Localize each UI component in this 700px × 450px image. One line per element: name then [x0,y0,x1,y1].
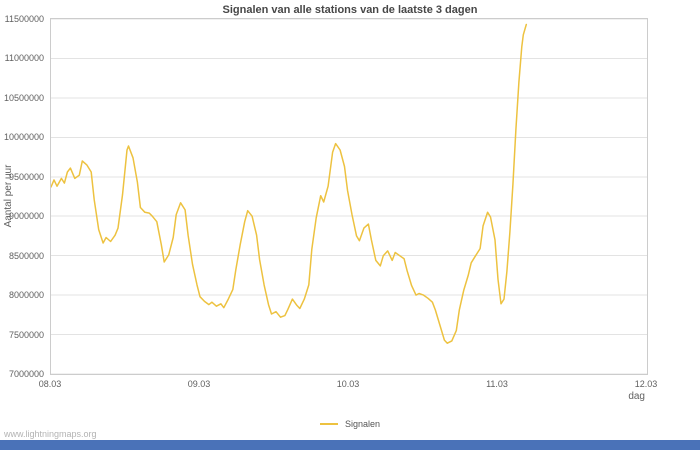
y-tick-label: 9500000 [8,171,44,182]
x-tick-label: 11.03 [486,379,508,389]
x-tick-label: 10.03 [336,379,360,389]
legend-label: Signalen [344,419,381,429]
x-axis-label: dag [628,391,645,402]
y-tick-label: 11500000 [4,14,44,24]
x-tick-label: 09.03 [187,379,211,389]
y-tick-label: 10000000 [3,132,44,143]
y-tick-label: 9000000 [8,211,44,222]
y-tick-label: 11000000 [4,53,44,64]
plot-area [50,18,648,375]
x-tick-label: 12.03 [634,379,658,389]
plot-svg [51,19,647,374]
watermark-text: www.lightningmaps.org [4,429,97,439]
x-axis-tick-labels: 08.03 09.03 10.03 11.03 12.03 [39,379,658,391]
chart-legend: Signalen [0,412,700,430]
y-tick-label: 8000000 [8,290,44,301]
legend-line-swatch [319,423,338,425]
y-tick-label: 10500000 [3,92,44,103]
y-tick-label: 8500000 [8,250,44,261]
y-axis-tick-labels: 7000000 7500000 8000000 8500000 9000000 95000… [0,14,46,379]
chart-title: Signalen van alle stations van de laatst… [222,4,478,16]
y-tick-label: 7500000 [8,329,44,340]
signalen-line [51,23,528,344]
x-tick-label: 08.03 [38,379,62,389]
legend-entry-signalen: Signalen [319,419,381,429]
y-tick-label: 7000000 [8,369,44,379]
footer-bar [0,440,700,450]
